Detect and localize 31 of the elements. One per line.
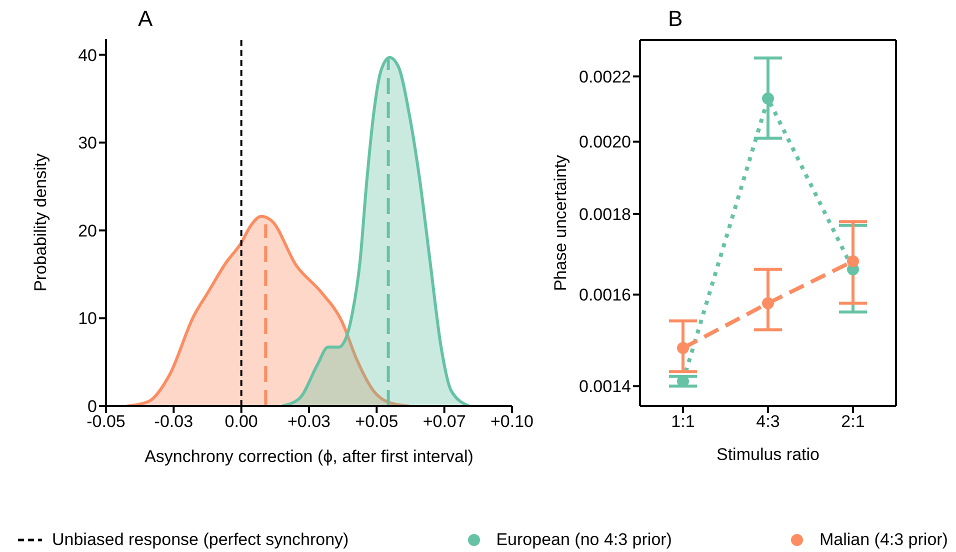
x-axis-title: Stimulus ratio — [716, 445, 820, 464]
x-tick-label: 0.00 — [224, 412, 258, 432]
y-tick-label: 0.0018 — [579, 204, 631, 224]
y-axis-title: Phase uncertainty — [551, 154, 570, 292]
x-tick-label: +0.07 — [422, 412, 466, 432]
point — [847, 255, 859, 268]
y-tick-label: 20 — [78, 221, 97, 240]
legend-label: Unbiased response (perfect synchrony) — [52, 530, 349, 550]
x-tick-label: 1:1 — [671, 412, 695, 432]
y-tick-label: 40 — [78, 46, 97, 65]
x-tick-label: +0.05 — [355, 412, 398, 432]
x-tick-label: +0.03 — [287, 412, 331, 432]
x-tick-label: -0.03 — [154, 412, 194, 432]
legend-label: European (no 4:3 prior) — [496, 530, 672, 550]
y-tick-label: 10 — [78, 309, 97, 328]
y-tick-label: 0.0016 — [579, 286, 631, 305]
chart-title: B — [668, 6, 683, 32]
point — [677, 342, 689, 354]
y-tick-label: 0.0022 — [579, 67, 631, 86]
x-tick-label: 2:1 — [841, 412, 865, 432]
chart-title: A — [138, 6, 153, 32]
x-axis-title: Asynchrony correction (ϕ, after first interval) — [144, 447, 474, 466]
x-tick-label: +0.10 — [490, 412, 534, 432]
legend-label: Malian (4:3 prior) — [819, 530, 948, 550]
y-axis-title: Probability density — [31, 153, 50, 292]
point — [762, 92, 774, 105]
y-tick-label: 30 — [78, 134, 97, 153]
x-tick-label: 4:3 — [756, 412, 780, 432]
point — [762, 297, 774, 310]
y-tick-label: 0.0014 — [579, 377, 631, 396]
y-tick-label: 0.0020 — [579, 132, 631, 152]
